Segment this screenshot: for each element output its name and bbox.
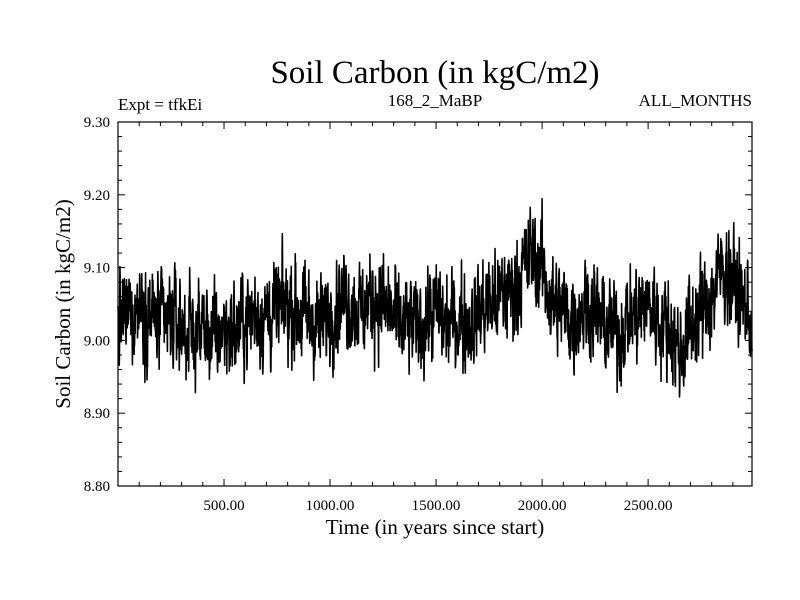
y-axis-label: Soil Carbon (in kgC/m2) — [51, 199, 75, 408]
y-tick-label: 9.20 — [84, 188, 110, 204]
y-tick-label: 9.10 — [84, 261, 110, 277]
x-tick-label: 500.00 — [203, 498, 244, 514]
x-tick-label: 2500.00 — [624, 498, 673, 514]
x-tick-label: 1000.00 — [306, 498, 355, 514]
x-axis-ticks: 500.00 1000.00 1500.00 2000.00 2500.00 — [138, 122, 734, 514]
y-tick-label: 8.90 — [84, 406, 110, 422]
x-axis-label: Time (in years since start) — [326, 515, 545, 539]
months-label: ALL_MONTHS — [639, 91, 752, 110]
y-tick-label: 8.80 — [84, 479, 110, 495]
chart-title: Soil Carbon (in kgC/m2) — [270, 55, 599, 91]
soil-carbon-series-line — [117, 197, 753, 398]
x-tick-label: 2000.00 — [518, 498, 567, 514]
plot-frame — [117, 121, 753, 487]
experiment-label: Expt = tfkEi — [118, 95, 202, 114]
series-group — [117, 197, 753, 398]
y-axis-ticks: 8.80 8.90 9.00 9.10 9.20 9.30 — [84, 115, 752, 495]
x-tick-label: 1500.00 — [412, 498, 461, 514]
run-label: 168_2_MaBP — [388, 91, 482, 110]
y-tick-label: 9.00 — [84, 333, 110, 349]
y-tick-label: 9.30 — [84, 115, 110, 131]
